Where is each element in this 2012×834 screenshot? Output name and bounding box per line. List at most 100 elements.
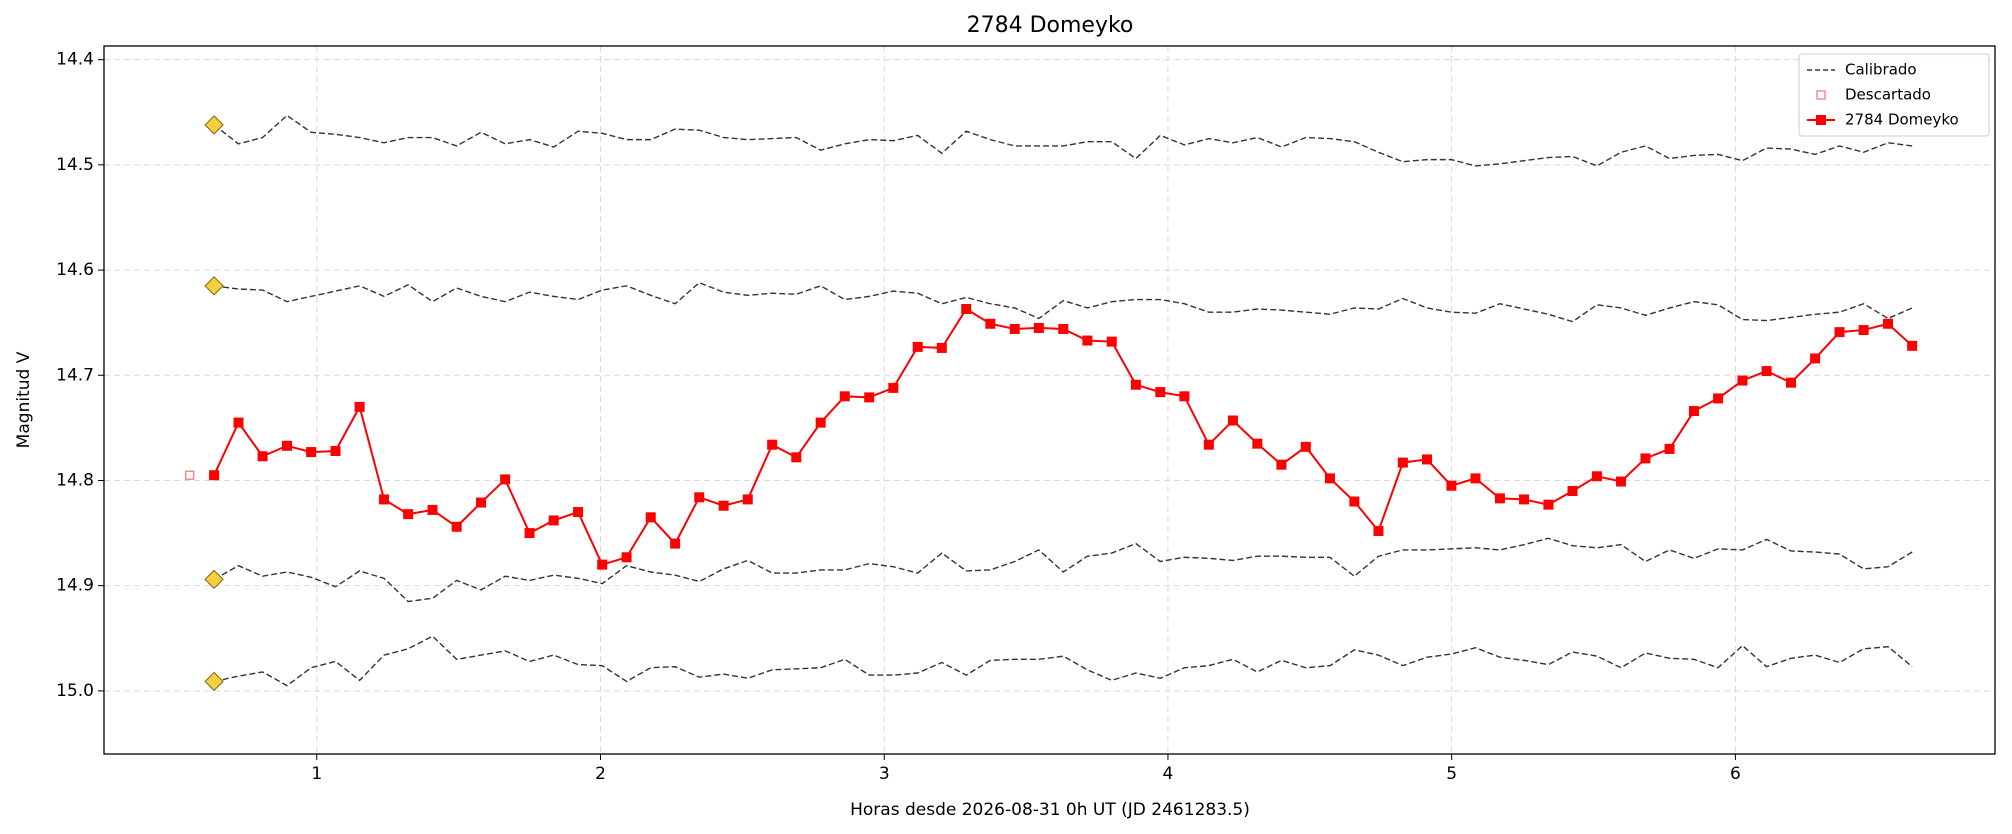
calibrated-line bbox=[213, 281, 1913, 323]
legend: Calibrado Descartado 2784 Domeyko bbox=[1798, 53, 1990, 137]
series-point bbox=[1761, 366, 1772, 377]
y-tick-label: 15.0 bbox=[56, 681, 94, 701]
legend-label: 2784 Domeyko bbox=[1845, 111, 1959, 129]
series-line bbox=[213, 307, 1913, 566]
y-tick-label: 14.8 bbox=[56, 470, 94, 490]
x-tick-label: 3 bbox=[879, 764, 890, 784]
series-point bbox=[1567, 485, 1578, 496]
series-point bbox=[621, 552, 632, 563]
series-point bbox=[888, 382, 899, 393]
series-point bbox=[864, 392, 875, 403]
series-point bbox=[427, 504, 438, 515]
series-point bbox=[1203, 439, 1214, 450]
series-point bbox=[379, 494, 390, 505]
x-tick-label: 6 bbox=[1730, 764, 1741, 784]
calibrated-line bbox=[213, 114, 1913, 167]
series-point bbox=[936, 342, 947, 353]
series-point bbox=[1130, 379, 1141, 390]
x-tick-label: 4 bbox=[1163, 764, 1174, 784]
legend-swatch bbox=[1816, 115, 1826, 125]
series-point bbox=[1688, 406, 1699, 417]
series-point bbox=[524, 528, 535, 539]
legend-swatch bbox=[1816, 90, 1826, 100]
series-point bbox=[209, 470, 220, 481]
series-point bbox=[815, 417, 826, 428]
series-point bbox=[1276, 459, 1287, 470]
series-point bbox=[645, 512, 656, 523]
series-point bbox=[476, 497, 487, 508]
x-tick-label: 1 bbox=[311, 764, 322, 784]
series-point bbox=[912, 341, 923, 352]
series-point bbox=[1009, 323, 1020, 334]
series-point bbox=[1058, 323, 1069, 334]
comparison-marker bbox=[204, 569, 224, 590]
series-point bbox=[1737, 375, 1748, 386]
series-point bbox=[1155, 387, 1166, 398]
series-point bbox=[403, 509, 414, 520]
series-point bbox=[306, 447, 317, 458]
series-point bbox=[1883, 318, 1894, 329]
series-point bbox=[670, 538, 681, 549]
discarded-point bbox=[185, 470, 195, 480]
series-point bbox=[1252, 438, 1263, 449]
series-point bbox=[354, 401, 365, 412]
series-point bbox=[1373, 525, 1384, 536]
series-point bbox=[767, 439, 778, 450]
series-point bbox=[1810, 353, 1821, 364]
series-point bbox=[1421, 454, 1432, 465]
series-point bbox=[1106, 336, 1117, 347]
series-point bbox=[1907, 340, 1918, 351]
y-tick-label: 14.6 bbox=[56, 260, 94, 280]
series-point bbox=[1033, 322, 1044, 333]
series-point bbox=[1858, 325, 1869, 336]
series-point bbox=[330, 446, 341, 457]
series-point bbox=[500, 474, 511, 485]
series-point bbox=[1446, 480, 1457, 491]
series-point bbox=[1349, 496, 1360, 507]
series-point bbox=[1179, 391, 1190, 402]
series-point bbox=[1300, 441, 1311, 452]
series-point bbox=[839, 391, 850, 402]
series-point bbox=[694, 492, 705, 503]
comparison-marker bbox=[204, 276, 224, 296]
calibrated-line bbox=[213, 635, 1913, 687]
plot-frame bbox=[103, 45, 1996, 755]
series-point bbox=[1519, 494, 1530, 505]
y-tick-label: 14.5 bbox=[56, 155, 94, 175]
series-point bbox=[1543, 499, 1554, 510]
series-point bbox=[451, 521, 462, 532]
series-point bbox=[233, 417, 244, 428]
series-point bbox=[718, 500, 729, 511]
legend-label: Descartado bbox=[1845, 86, 1931, 104]
calibrated-line bbox=[213, 537, 1913, 603]
series-point bbox=[1640, 453, 1651, 464]
y-tick-label: 14.7 bbox=[56, 365, 94, 385]
x-axis-label: Horas desde 2026-08-31 0h UT (JD 2461283… bbox=[850, 800, 1250, 820]
series-point bbox=[791, 452, 802, 463]
x-tick-label: 5 bbox=[1446, 764, 1457, 784]
x-tick-label: 2 bbox=[595, 764, 606, 784]
series-point bbox=[1664, 443, 1675, 454]
series-point bbox=[573, 507, 584, 518]
y-tick-label: 14.4 bbox=[56, 50, 94, 70]
series-point bbox=[1470, 473, 1481, 484]
legend-box bbox=[1798, 53, 1990, 137]
series-point bbox=[1494, 493, 1505, 504]
series-point bbox=[1616, 476, 1627, 487]
series-point bbox=[1227, 415, 1238, 426]
series-point bbox=[1397, 457, 1408, 468]
y-axis-label: Magnitud V bbox=[14, 351, 34, 448]
comparison-marker bbox=[204, 115, 224, 135]
series-point bbox=[742, 494, 753, 505]
series-point bbox=[1324, 473, 1335, 484]
series-point bbox=[1834, 327, 1845, 338]
series-point bbox=[1713, 393, 1724, 404]
y-tick-label: 14.9 bbox=[56, 576, 94, 596]
series-point bbox=[597, 559, 608, 570]
legend-label: Calibrado bbox=[1845, 61, 1917, 79]
series-point bbox=[1082, 335, 1093, 346]
series-point bbox=[961, 304, 972, 315]
series-point bbox=[548, 515, 559, 526]
